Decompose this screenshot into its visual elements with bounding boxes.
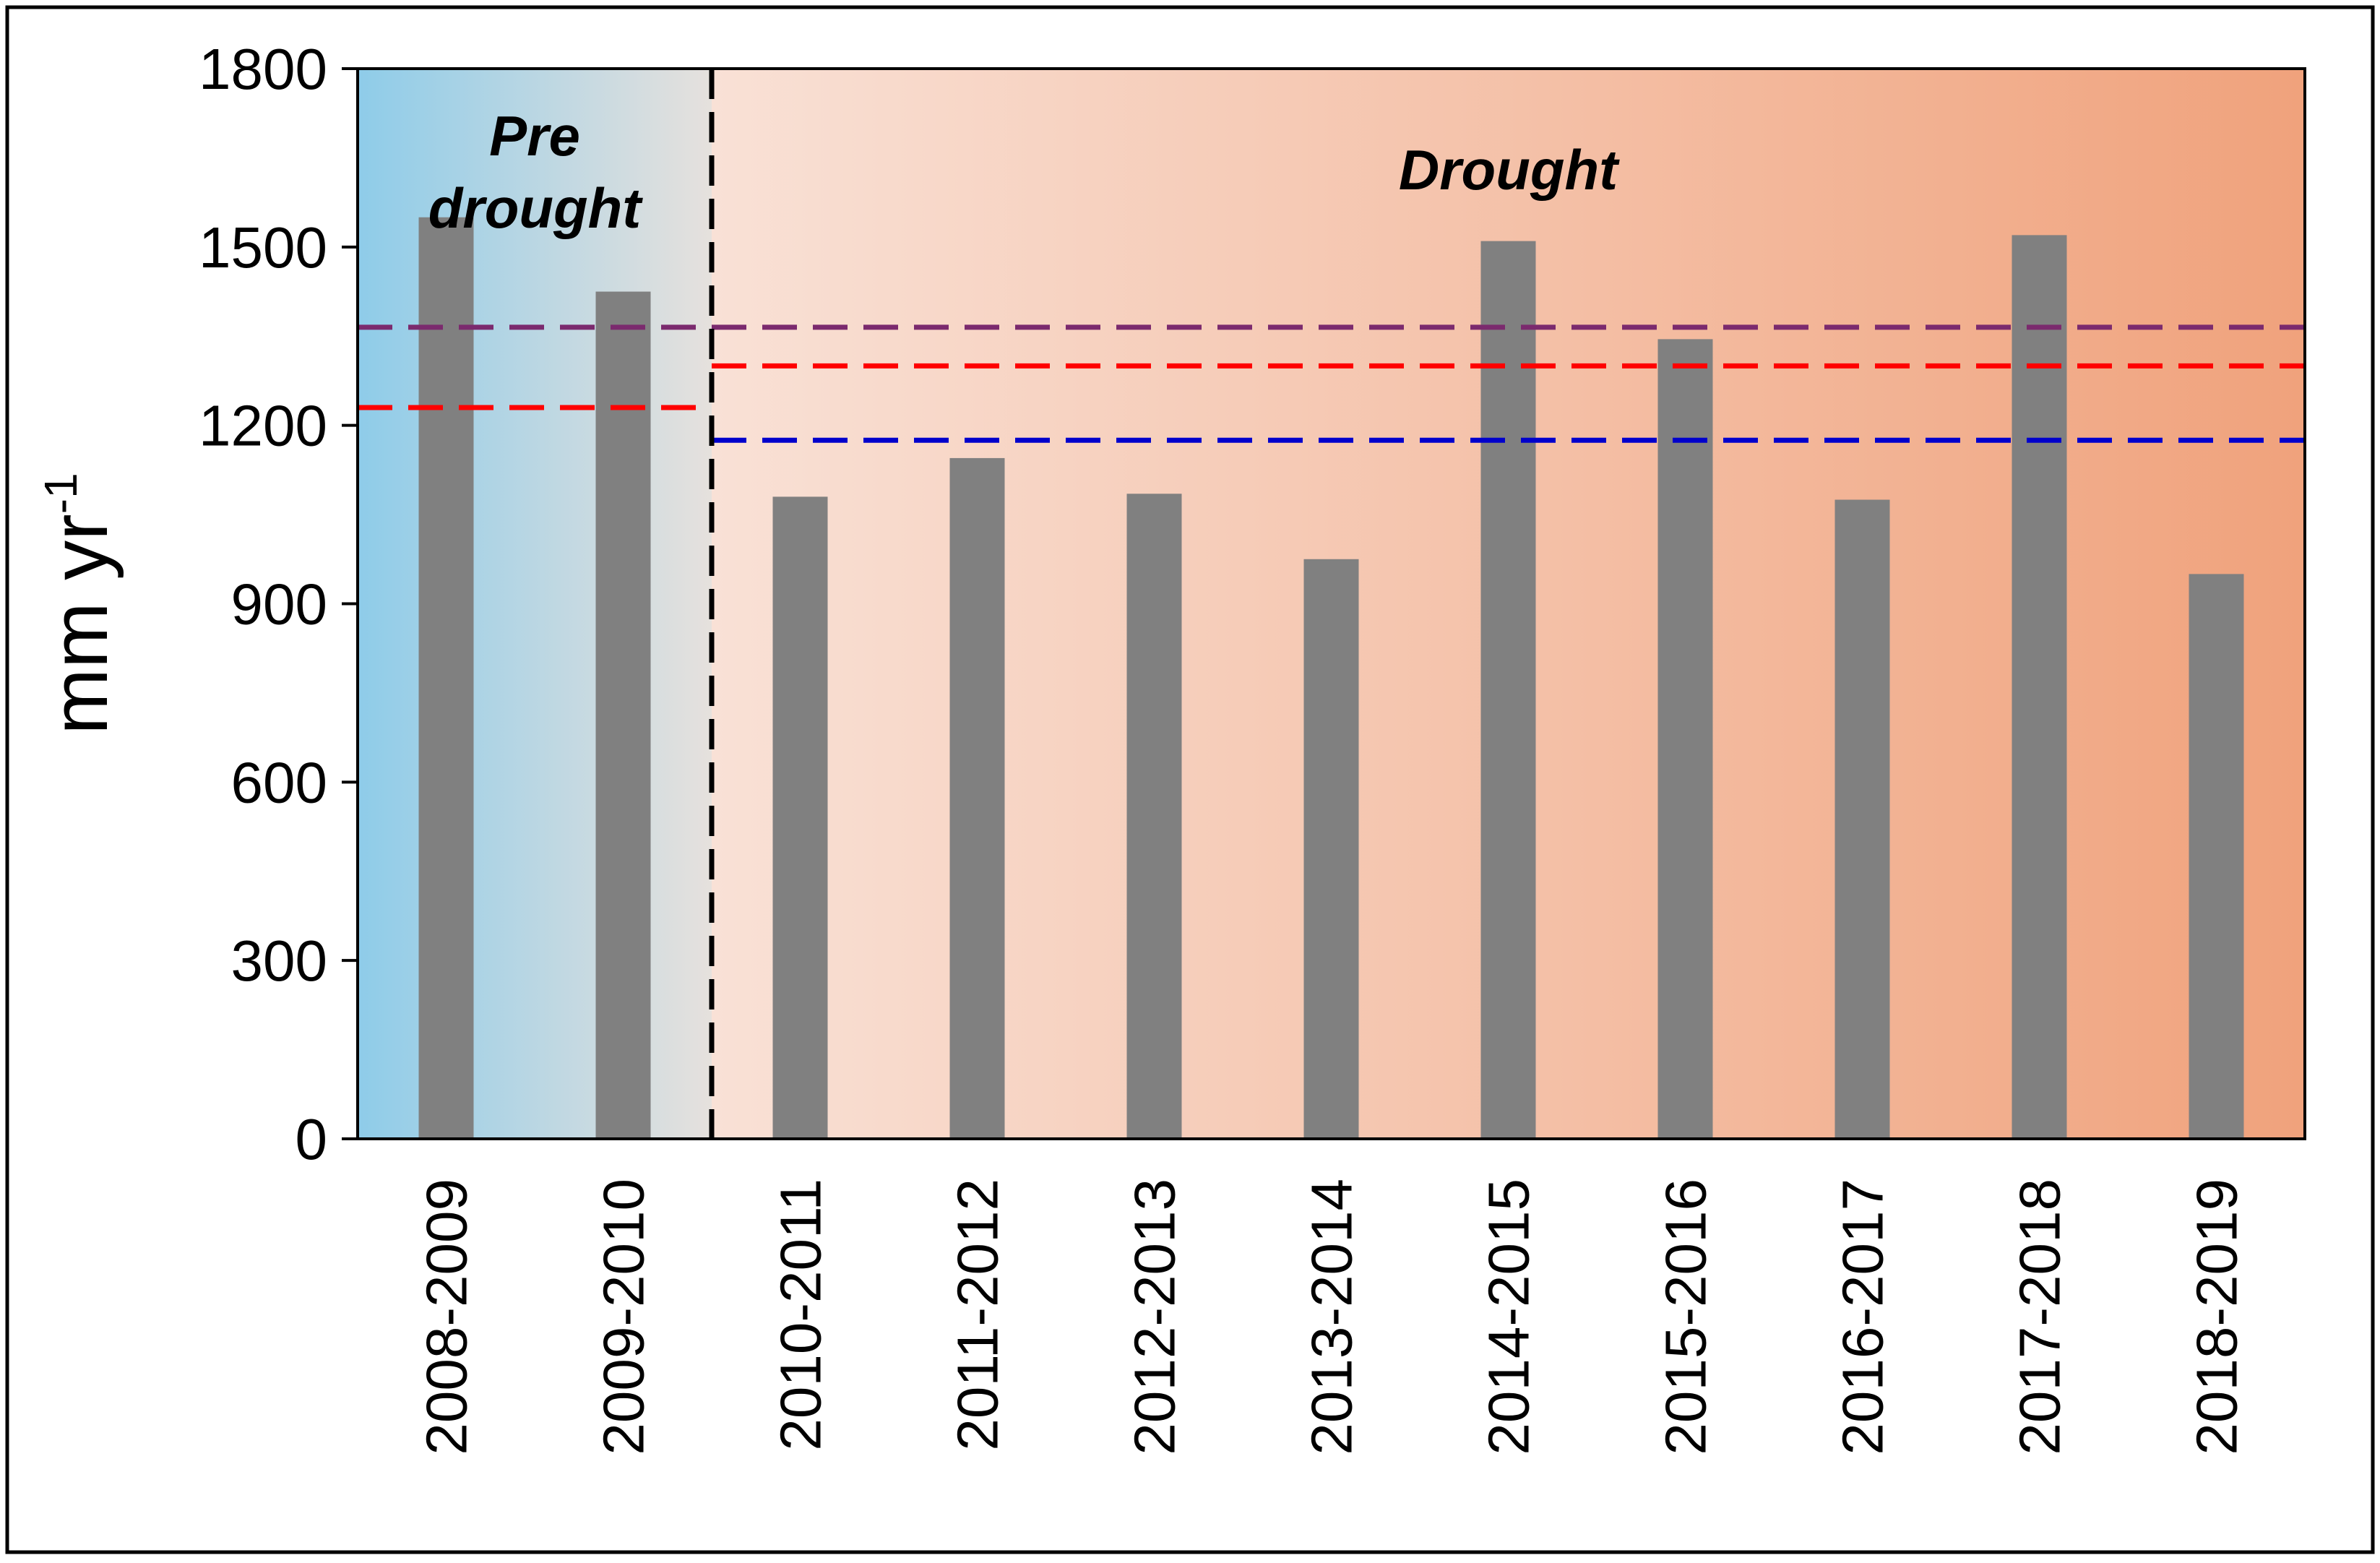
bar (772, 496, 828, 1139)
bar (1480, 241, 1536, 1139)
x-tick-label: 2017-2018 (2008, 1179, 2072, 1455)
y-tick-label: 600 (231, 750, 327, 814)
bar (2189, 574, 2244, 1139)
y-axis-title-superscript: -1 (35, 473, 87, 514)
y-tick-label: 1800 (199, 37, 327, 101)
y-tick-label: 900 (231, 572, 327, 637)
period-label: Pre (489, 104, 580, 168)
bar (1834, 499, 1890, 1139)
period-label: Drought (1399, 138, 1620, 202)
y-tick-label: 300 (231, 929, 327, 993)
x-tick-label: 2008-2009 (415, 1179, 479, 1455)
x-tick-label: 2009-2010 (592, 1179, 656, 1455)
bar (2012, 235, 2067, 1139)
bar (1126, 494, 1182, 1139)
x-tick-label: 2015-2016 (1654, 1179, 1718, 1455)
x-tick-label: 2016-2017 (1831, 1179, 1895, 1455)
bar (1657, 339, 1713, 1139)
x-tick-label: 2010-2011 (769, 1179, 833, 1451)
y-axis-title: mm yr-1 (35, 473, 124, 734)
period-background (358, 69, 712, 1139)
bar (595, 291, 651, 1140)
x-tick-label: 2013-2014 (1300, 1179, 1364, 1455)
y-tick-label: 0 (296, 1107, 328, 1171)
bar (949, 457, 1005, 1139)
y-tick-label: 1500 (199, 215, 327, 280)
period-label: drought (428, 176, 644, 240)
y-tick-label: 1200 (199, 394, 327, 458)
x-tick-label: 2018-2019 (2185, 1179, 2249, 1455)
bar (418, 217, 474, 1139)
x-tick-label: 2011-2012 (946, 1179, 1010, 1451)
x-tick-label: 2012-2013 (1123, 1179, 1187, 1455)
x-tick-label: 2014-2015 (1477, 1179, 1541, 1455)
bar (1303, 559, 1359, 1139)
